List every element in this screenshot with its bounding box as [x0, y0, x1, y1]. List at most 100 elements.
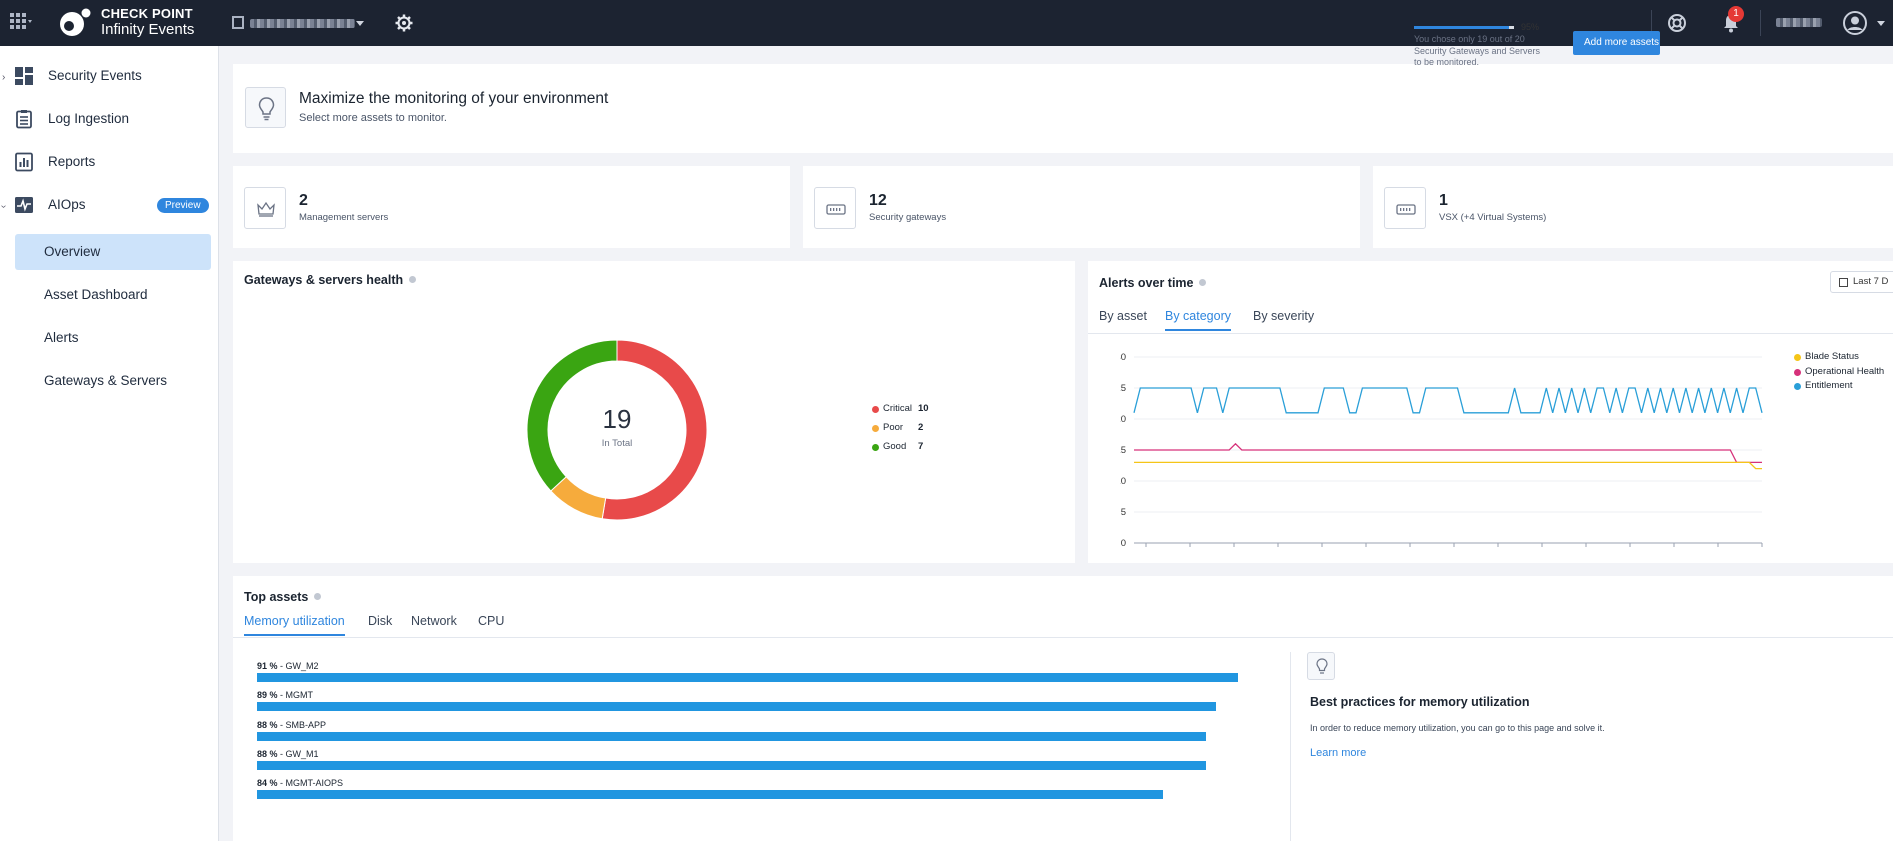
chevron-right-icon[interactable]: › [2, 72, 6, 83]
top-assets-title: Top assets [244, 590, 322, 604]
vertical-divider [1290, 652, 1291, 841]
health-title: Gateways & servers health [244, 273, 417, 287]
legend-value: 7 [918, 441, 924, 452]
info-icon[interactable] [409, 276, 417, 283]
legend-swatch [872, 406, 879, 413]
top-bar: CHECK POINT Infinity Events 1 [0, 0, 1893, 46]
asset-bar[interactable] [257, 790, 1163, 799]
asset-bar[interactable] [257, 732, 1206, 741]
chevron-down-icon[interactable] [1877, 21, 1885, 26]
user-avatar-icon[interactable] [1843, 11, 1867, 35]
legend-name: Good [883, 441, 907, 452]
tab-divider [233, 637, 1893, 638]
preview-badge: Preview [157, 198, 209, 213]
asset-bar-label: 91 % - GW_M2 [257, 661, 319, 671]
legend-name: Poor [883, 422, 904, 433]
sidebar-subitem-label: Overview [44, 244, 101, 259]
tip-title: Best practices for memory utilization [1310, 695, 1530, 709]
tab-by-category[interactable]: By category [1165, 309, 1232, 331]
tab-memory-utilization[interactable]: Memory utilization [244, 614, 345, 636]
alerts-legend: Blade Status Operational Health Entitlem… [1794, 351, 1884, 395]
sidebar-item-aiops[interactable]: › AIOps Preview [0, 187, 218, 223]
tip-text: In order to reduce memory utilization, y… [1310, 723, 1605, 733]
sidebar: › Security Events Log Ingestion Reports … [0, 46, 219, 841]
asset-bar-label: 88 % - SMB-APP [257, 720, 327, 730]
legend-name: Operational Health [1805, 365, 1885, 377]
progress-fill [1414, 26, 1509, 29]
stat-card-vsx[interactable]: 1 VSX (+4 Virtual Systems) [1373, 166, 1893, 248]
series-line-blade-status[interactable] [1134, 461, 1762, 470]
asset-bar[interactable] [257, 673, 1238, 682]
tab-by-severity[interactable]: By severity [1253, 309, 1315, 323]
chevron-down-icon[interactable]: › [0, 205, 9, 208]
sidebar-subitem-gateways-servers[interactable]: Gateways & Servers [15, 363, 211, 399]
monitoring-banner: Maximize the monitoring of your environm… [233, 64, 1893, 153]
date-range-label: Last 7 D [1853, 276, 1889, 287]
vsx-device-icon [1384, 187, 1426, 229]
legend-operational-health: Operational Health [1794, 366, 1884, 381]
sidebar-item-label: AIOps [48, 197, 86, 212]
tab-cpu[interactable]: CPU [478, 614, 505, 628]
user-name-redacted [1776, 18, 1822, 27]
dashboard-icon [15, 67, 33, 85]
product-name: Infinity Events [101, 21, 195, 38]
account-selector[interactable] [232, 15, 364, 31]
asset-bar[interactable] [257, 761, 1206, 770]
asset-bar[interactable] [257, 702, 1217, 711]
info-icon[interactable] [1199, 279, 1207, 286]
stat-value: 2 [299, 192, 308, 209]
app-grid-icon[interactable] [10, 13, 32, 31]
sidebar-item-security-events[interactable]: › Security Events [0, 58, 218, 94]
stat-card-security-gateways[interactable]: 12 Security gateways [803, 166, 1360, 248]
date-range-button[interactable]: Last 7 D [1830, 271, 1893, 293]
lightbulb-icon [245, 87, 286, 128]
monitoring-progress-bar [1414, 26, 1514, 29]
sidebar-item-log-ingestion[interactable]: Log Ingestion [0, 101, 218, 137]
progress-description: You chose only 19 out of 20 Security Gat… [1414, 34, 1541, 67]
clipboard-list-icon [16, 110, 32, 129]
info-icon[interactable] [314, 593, 322, 600]
gear-icon[interactable] [394, 13, 414, 33]
donut-slice-critical[interactable] [601, 339, 708, 521]
legend-swatch [872, 444, 879, 451]
asset-bar-label: 88 % - GW_M1 [257, 749, 319, 759]
learn-more-link[interactable]: Learn more [1310, 747, 1367, 759]
gateways-health-card: Gateways & servers health [233, 261, 1075, 563]
stat-card-management-servers[interactable]: 2 Management servers [233, 166, 790, 248]
stat-label: Security gateways [869, 212, 947, 223]
donut-total-label: In Total [601, 438, 633, 449]
y-tick-label: 30 [1120, 352, 1126, 363]
sidebar-subitem-asset-dashboard[interactable]: Asset Dashboard [15, 277, 211, 313]
sidebar-subitem-alerts[interactable]: Alerts [15, 320, 211, 356]
y-tick-label: 5 [1121, 507, 1126, 518]
y-tick-label: 0 [1121, 538, 1126, 549]
alerts-title: Alerts over time [1099, 276, 1207, 290]
legend-swatch [1794, 368, 1801, 376]
legend-value: 2 [918, 422, 924, 433]
divider [1651, 10, 1652, 36]
tab-disk[interactable]: Disk [368, 614, 393, 628]
aiops-pulse-icon [15, 197, 33, 213]
support-lifebuoy-icon[interactable] [1666, 12, 1688, 34]
legend-value: 10 [918, 403, 929, 414]
sidebar-subitem-overview[interactable]: Overview [15, 234, 211, 270]
banner-title: Maximize the monitoring of your environm… [299, 90, 609, 107]
add-more-assets-button[interactable]: Add more assets [1573, 31, 1660, 55]
series-line-entitlement[interactable] [1133, 387, 1763, 414]
asset-bar-label: 84 % - MGMT-AIOPS [257, 778, 344, 788]
y-tick-label: 15 [1120, 445, 1126, 456]
tab-network[interactable]: Network [411, 614, 457, 628]
banner-subtitle: Select more assets to monitor. [299, 112, 447, 124]
donut-slice-good[interactable] [526, 339, 618, 492]
sidebar-item-label: Security Events [48, 68, 142, 83]
tab-divider [1088, 333, 1893, 334]
stat-label: VSX (+4 Virtual Systems) [1439, 212, 1547, 223]
gateway-device-icon [814, 187, 856, 229]
series-line-operational-health[interactable] [1134, 442, 1762, 464]
tab-by-asset[interactable]: By asset [1099, 309, 1147, 323]
y-tick-label: 20 [1120, 414, 1126, 425]
sidebar-item-reports[interactable]: Reports [0, 144, 218, 180]
sidebar-subitem-label: Gateways & Servers [44, 373, 168, 388]
check-point-logo-icon [60, 8, 91, 36]
sidebar-item-label: Reports [48, 154, 96, 169]
